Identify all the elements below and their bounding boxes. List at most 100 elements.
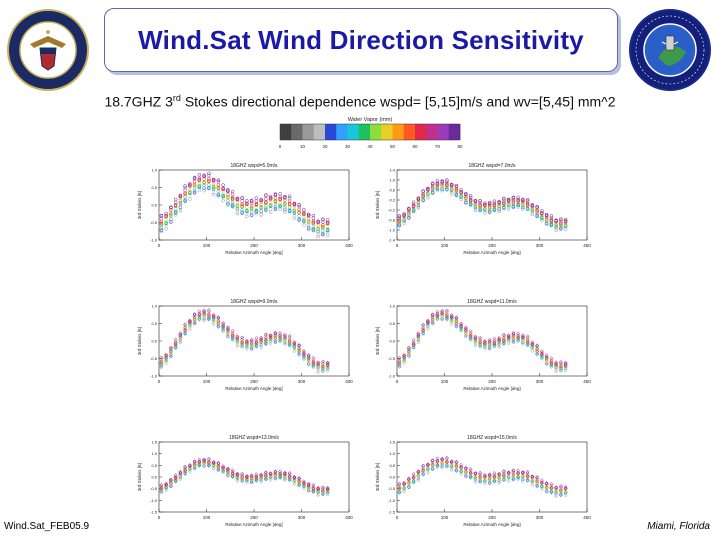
data-point <box>468 203 473 207</box>
data-point <box>558 487 563 492</box>
data-point <box>430 315 435 320</box>
data-point <box>221 329 226 334</box>
data-point <box>563 365 568 370</box>
data-point <box>435 313 440 318</box>
data-point <box>511 331 516 335</box>
data-point <box>263 472 268 477</box>
data-point <box>563 360 568 365</box>
data-point <box>558 364 563 369</box>
data-point <box>240 343 245 348</box>
data-point <box>321 232 325 236</box>
data-point <box>421 327 426 332</box>
data-point <box>240 344 245 349</box>
data-point <box>430 466 435 471</box>
data-point <box>254 336 259 341</box>
data-point <box>249 346 254 351</box>
data-point <box>454 460 459 464</box>
data-point <box>325 487 330 492</box>
data-point <box>525 202 530 207</box>
data-point <box>468 197 473 202</box>
data-point <box>211 314 216 319</box>
data-point <box>402 219 406 224</box>
data-point <box>240 204 244 208</box>
data-point <box>478 204 482 208</box>
y-axis-label: 3rd Stokes [K] <box>375 327 380 355</box>
data-point <box>187 322 192 327</box>
colorbar-tick-label: 30 <box>345 144 351 149</box>
data-point <box>435 179 440 183</box>
data-point <box>320 369 325 373</box>
data-point <box>525 342 530 347</box>
data-point <box>506 199 511 203</box>
data-point <box>187 322 192 327</box>
data-point <box>554 360 559 365</box>
data-point <box>311 363 316 368</box>
data-point <box>397 482 402 487</box>
data-point <box>283 203 287 207</box>
data-point <box>268 207 273 211</box>
data-point <box>487 481 492 486</box>
data-point <box>463 468 468 473</box>
data-point <box>430 186 435 190</box>
data-point <box>487 481 492 486</box>
data-point <box>449 188 454 192</box>
data-point <box>483 201 487 206</box>
data-point <box>259 479 264 484</box>
data-point <box>440 318 445 322</box>
data-point <box>221 183 225 187</box>
data-point <box>297 343 302 348</box>
data-point <box>539 484 544 489</box>
data-point <box>497 338 502 342</box>
data-point <box>202 174 206 179</box>
data-point <box>544 483 549 488</box>
data-point <box>416 197 421 201</box>
data-point <box>539 478 544 483</box>
data-point <box>421 195 425 200</box>
data-point <box>292 474 297 479</box>
data-point <box>454 192 459 197</box>
y-tick-label: -0.5 <box>150 220 158 225</box>
data-point <box>245 214 249 219</box>
data-point <box>449 182 454 187</box>
data-point <box>478 470 483 475</box>
data-point <box>259 335 264 340</box>
data-point <box>497 336 502 341</box>
data-point <box>416 478 421 483</box>
data-point <box>197 309 202 314</box>
data-point <box>463 325 468 330</box>
data-point <box>549 490 554 495</box>
data-point <box>282 472 287 477</box>
data-point <box>178 337 183 342</box>
data-point <box>287 333 292 338</box>
data-point <box>501 338 506 343</box>
data-point <box>425 318 430 323</box>
data-point <box>259 345 264 349</box>
data-point <box>306 227 311 232</box>
data-point <box>435 181 440 185</box>
data-point <box>454 315 459 320</box>
data-point <box>506 197 511 202</box>
data-point <box>435 465 440 470</box>
data-point <box>164 481 169 486</box>
data-point <box>325 486 330 491</box>
data-point <box>268 210 273 214</box>
data-point <box>492 207 497 211</box>
data-point <box>325 360 330 365</box>
x-axis-label: Relative Azimuth Angle [deg] <box>225 386 282 391</box>
data-point <box>487 472 492 477</box>
data-point <box>268 335 273 340</box>
data-point <box>197 315 202 320</box>
data-point <box>216 322 221 327</box>
data-point <box>197 457 202 462</box>
data-point <box>292 478 297 483</box>
data-point <box>501 340 506 345</box>
data-point <box>406 476 411 481</box>
data-point <box>520 470 525 474</box>
data-point <box>249 343 254 348</box>
data-point <box>221 194 225 199</box>
data-point <box>206 317 211 322</box>
data-point <box>549 481 554 486</box>
data-point <box>206 462 211 467</box>
data-point <box>221 465 226 470</box>
data-point <box>164 221 168 226</box>
